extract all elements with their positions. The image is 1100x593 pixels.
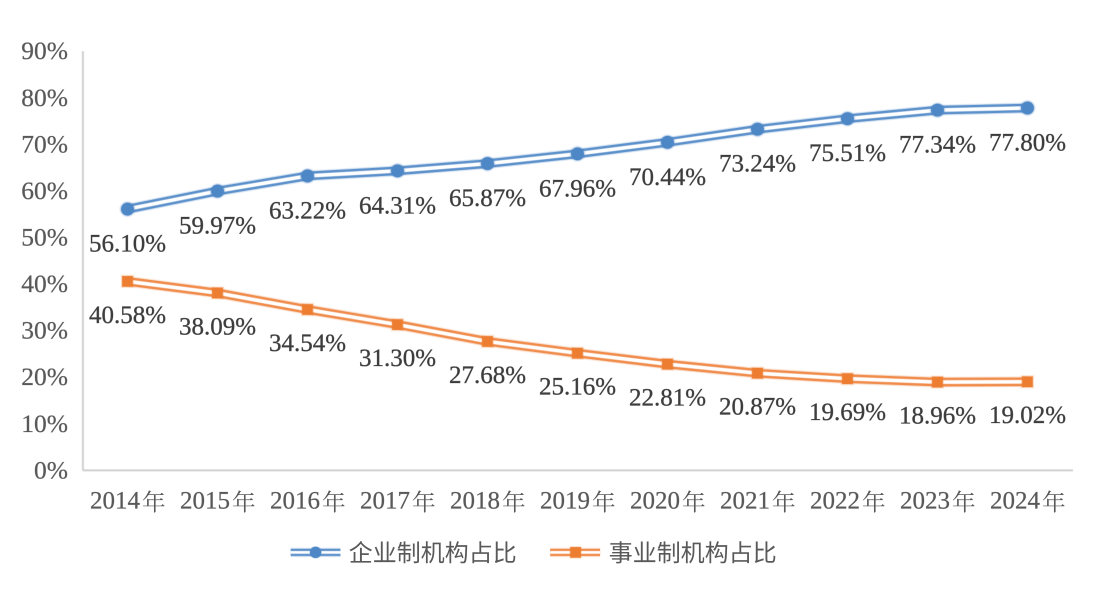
svg-text:75.51%: 75.51%	[809, 140, 886, 167]
svg-text:2024: 2024	[990, 488, 1041, 515]
svg-text:18.96%: 18.96%	[899, 403, 976, 430]
svg-text:27.68%: 27.68%	[449, 362, 526, 389]
svg-text:2015: 2015	[180, 488, 230, 515]
svg-text:2023: 2023	[900, 488, 950, 515]
svg-text:2016: 2016	[270, 488, 320, 515]
svg-text:40.58%: 40.58%	[89, 302, 166, 329]
svg-text:20.87%: 20.87%	[719, 394, 796, 421]
svg-text:38.09%: 38.09%	[179, 313, 256, 340]
svg-text:22.81%: 22.81%	[629, 385, 706, 412]
svg-text:56.10%: 56.10%	[89, 231, 166, 258]
svg-text:59.97%: 59.97%	[179, 213, 256, 240]
svg-text:80%: 80%	[21, 83, 68, 112]
svg-text:73.24%: 73.24%	[719, 151, 796, 178]
svg-text:70%: 70%	[21, 129, 68, 158]
svg-text:77.34%: 77.34%	[899, 132, 976, 159]
svg-text:2017: 2017	[360, 488, 410, 515]
svg-text:40%: 40%	[21, 269, 68, 298]
svg-text:30%: 30%	[21, 316, 68, 345]
svg-text:65.87%: 65.87%	[449, 185, 526, 212]
svg-text:19.02%: 19.02%	[989, 402, 1066, 429]
svg-text:77.80%: 77.80%	[989, 130, 1066, 157]
svg-text:90%: 90%	[21, 36, 68, 65]
svg-text:2022: 2022	[810, 488, 860, 515]
svg-text:31.30%: 31.30%	[359, 345, 436, 372]
svg-text:10%: 10%	[21, 409, 68, 438]
svg-text:20%: 20%	[21, 362, 68, 391]
svg-text:2021: 2021	[720, 488, 770, 515]
svg-text:2020: 2020	[630, 488, 680, 515]
svg-text:50%: 50%	[21, 223, 68, 252]
svg-text:2018: 2018	[450, 488, 500, 515]
svg-text:63.22%: 63.22%	[269, 197, 346, 224]
svg-text:2014: 2014	[90, 488, 141, 515]
svg-text:19.69%: 19.69%	[809, 399, 886, 426]
svg-text:34.54%: 34.54%	[269, 330, 346, 357]
svg-text:2019: 2019	[540, 488, 590, 515]
svg-text:70.44%: 70.44%	[629, 164, 706, 191]
svg-text:67.96%: 67.96%	[539, 175, 616, 202]
svg-text:64.31%: 64.31%	[359, 192, 436, 219]
svg-text:60%: 60%	[21, 176, 68, 205]
svg-text:25.16%: 25.16%	[539, 374, 616, 401]
svg-text:0%: 0%	[34, 455, 68, 484]
